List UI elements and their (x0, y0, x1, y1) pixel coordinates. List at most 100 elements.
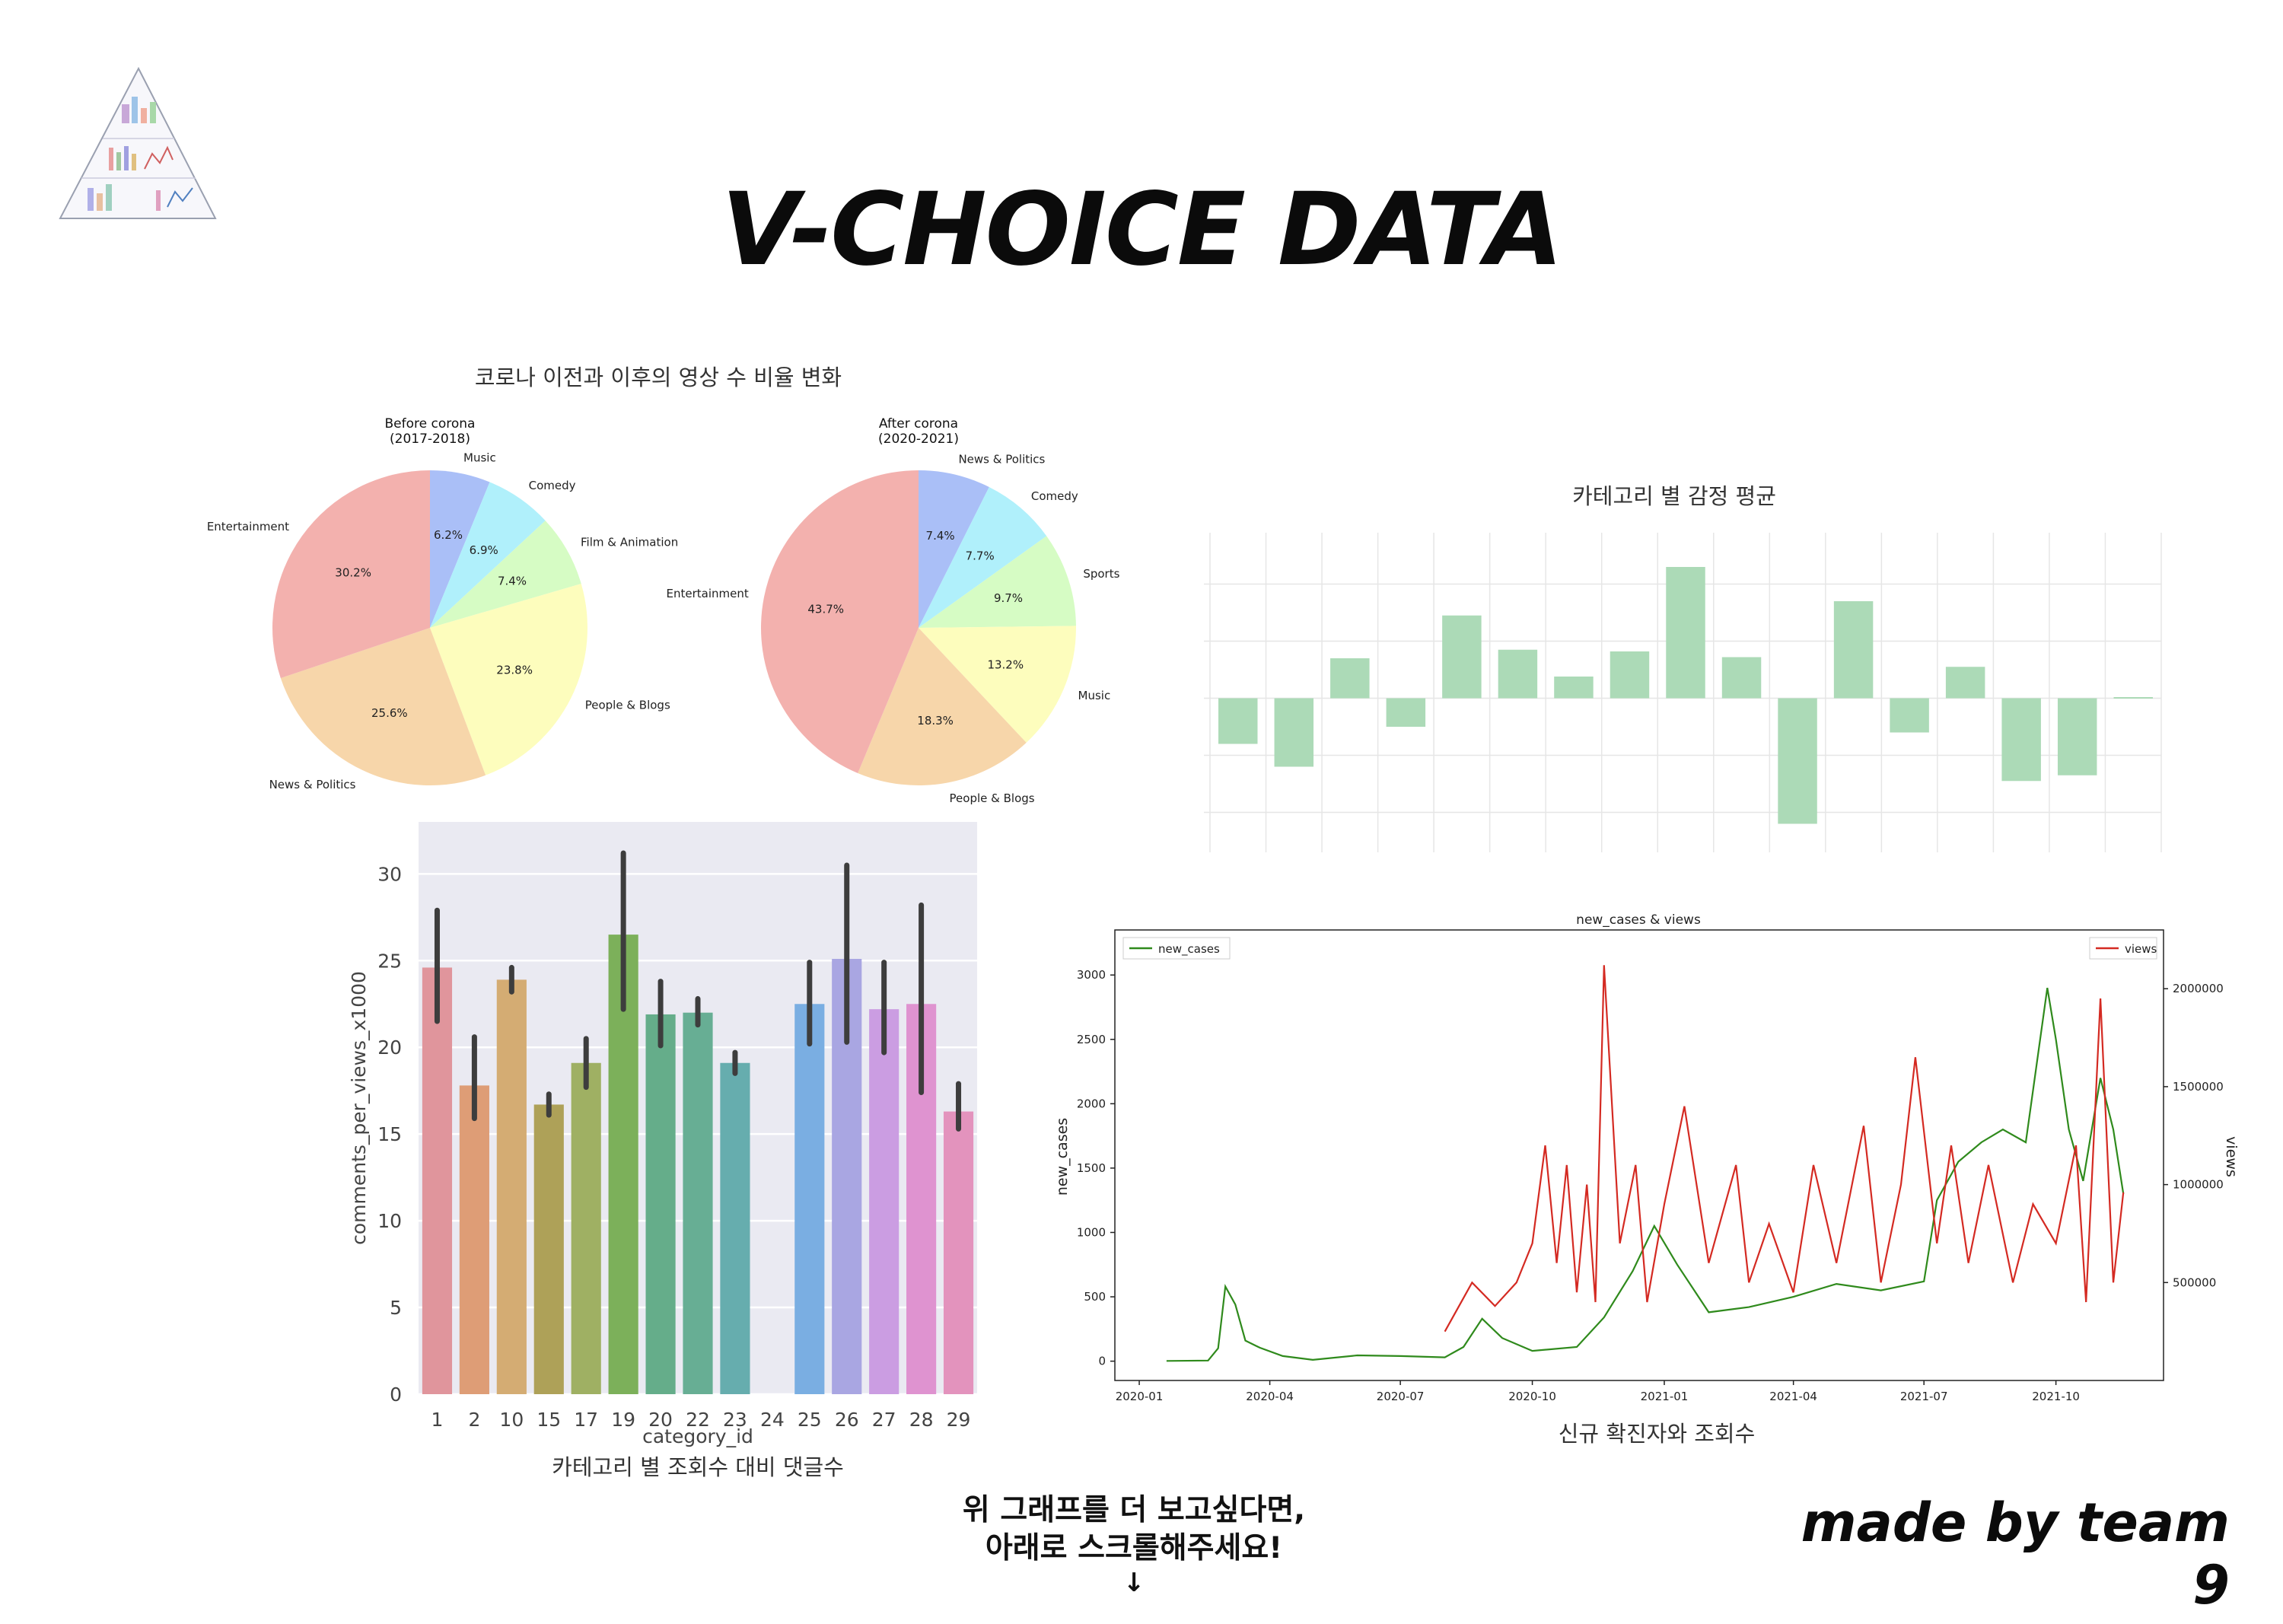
x-tick-label: 2021-07 (1900, 1390, 1948, 1403)
sentiment-bar (1330, 658, 1370, 699)
pie-pct-label: 9.7% (994, 591, 1023, 605)
scroll-hint-line1: 위 그래프를 더 보고싶다면, (962, 1493, 1306, 1527)
x-tick-label: 29 (947, 1409, 971, 1431)
pie-title-line1: After corona (879, 416, 958, 431)
cases-views-title: new_cases & views (1576, 912, 1701, 928)
pie-category-label: News & Politics (958, 452, 1045, 466)
plot-frame (1114, 929, 2164, 1381)
pie-pct-label: 7.4% (498, 575, 527, 588)
x-tick-label: 26 (835, 1409, 859, 1431)
pie-slice-people-blogs (858, 628, 1027, 785)
y-axis-label: comments_per_views_x1000 (348, 971, 370, 1245)
bar-category-27 (869, 1009, 900, 1394)
sentiment-bar (1386, 698, 1426, 727)
sentiment-bar-chart: 카테고리 별 감정 평균 (1204, 483, 2162, 852)
x-tick-label: 2021-10 (2032, 1390, 2080, 1403)
y-tick-label: 0 (390, 1384, 402, 1406)
svg-text:new_cases: new_cases (1158, 942, 1220, 957)
pie-slice-comedy (430, 482, 546, 628)
pie-pct-label: 7.7% (966, 549, 995, 563)
right-tick-label: 1000000 (2173, 1178, 2224, 1192)
pie-title-line2: (2017-2018) (390, 431, 470, 447)
sentiment-bar (1610, 651, 1650, 699)
sentiment-bar (2113, 697, 2153, 699)
sentiment-chart-title: 카테고리 별 감정 평균 (1572, 483, 1776, 509)
left-axis-label: new_cases (1054, 1118, 1071, 1196)
x-tick-label: 19 (611, 1409, 635, 1431)
x-tick-label: 2021-01 (1641, 1390, 1689, 1403)
bar-category-17 (571, 1062, 601, 1394)
bar-category-1 (422, 967, 453, 1394)
pie-category-label: Music (1078, 689, 1111, 702)
x-tick-label: 2020-01 (1116, 1390, 1164, 1403)
right-tick-label: 500000 (2173, 1275, 2216, 1289)
pie-pct-label: 13.2% (987, 658, 1024, 672)
left-tick-label: 2500 (1077, 1033, 1106, 1046)
x-tick-label: 22 (686, 1409, 710, 1431)
pie-pct-label: 18.3% (917, 714, 954, 728)
y-tick-label: 10 (377, 1210, 402, 1232)
bar-category-15 (533, 1104, 564, 1394)
pie-pct-label: 6.9% (470, 543, 498, 557)
x-tick-label: 20 (648, 1409, 673, 1431)
y-tick-label: 15 (377, 1123, 402, 1145)
x-tick-label: 24 (760, 1409, 785, 1431)
pie-slice-entertainment (272, 470, 430, 679)
pie-title-line1: Before corona (385, 416, 476, 431)
pie-slice-news-politics (280, 628, 486, 785)
x-tick-label: 15 (537, 1409, 561, 1431)
pie-pct-label: 23.8% (496, 663, 533, 677)
right-axis-label: views (2223, 1136, 2237, 1177)
comments-chart-caption: 카테고리 별 조회수 대비 댓글수 (552, 1454, 844, 1480)
pie-category-label: News & Politics (269, 778, 356, 791)
logo-pyramid-icon (59, 66, 217, 219)
sentiment-bar (1666, 567, 1705, 699)
sentiment-bar (1721, 657, 1762, 699)
sentiment-bar (1833, 601, 1874, 699)
pie-category-label: Entertainment (666, 587, 748, 600)
pie-slice-news-politics (919, 470, 989, 628)
sentiment-bar (1274, 698, 1314, 767)
pie-slice-comedy (919, 486, 1047, 628)
y-tick-label: 25 (377, 950, 402, 972)
sentiment-bar (1498, 649, 1538, 699)
comments-bar-chart: 1 2 10 15 17 19 20 22 23 24 25 26 27 28 29 0 5 10 15 20 25 3… (348, 822, 977, 1480)
pie-category-label: Film & Animation (581, 536, 678, 549)
left-tick-label: 3000 (1077, 968, 1106, 982)
x-tick-label: 2021-04 (1769, 1390, 1817, 1403)
pie-slice-sports (919, 536, 1076, 628)
x-tick-label: 2020-07 (1377, 1390, 1425, 1403)
legend-views: views (2089, 937, 2157, 960)
pie-category-label: People & Blogs (585, 699, 670, 712)
cases-views-caption: 신규 확진자와 조회수 (1559, 1421, 1756, 1447)
left-tick-label: 500 (1084, 1290, 1106, 1304)
pie-slice-people-blogs (430, 583, 587, 775)
right-tick-label: 1500000 (2173, 1080, 2224, 1094)
x-tick-label: 2020-10 (1508, 1390, 1556, 1403)
legend-new-cases: new_cases (1122, 937, 1231, 960)
x-tick-label: 2020-04 (1246, 1390, 1294, 1403)
x-axis-label: category_id (642, 1425, 753, 1447)
right-tick-label: 2000000 (2173, 982, 2224, 995)
pie-slice-music (430, 470, 490, 628)
x-tick-label: 1 (431, 1409, 444, 1431)
pie-slice-film-animation (430, 521, 581, 628)
left-tick-label: 0 (1098, 1355, 1106, 1368)
pie-pct-label: 30.2% (335, 566, 371, 580)
pie-category-label: Comedy (1031, 489, 1078, 503)
pie-title-line2: (2020-2021) (878, 431, 959, 447)
left-tick-label: 2000 (1077, 1097, 1106, 1110)
pie-charts: 코로나 이전과 이후의 영상 수 비율 변화 Before corona(201… (207, 365, 1120, 805)
pie-slice-entertainment (760, 470, 919, 773)
series-line-new-cases (1166, 987, 2125, 1362)
x-tick-label: 27 (872, 1409, 896, 1431)
x-tick-label: 23 (723, 1409, 747, 1431)
bar-category-23 (720, 1062, 750, 1394)
bar-category-20 (645, 1014, 676, 1394)
bar-category-29 (943, 1111, 974, 1394)
pie-pct-label: 6.2% (434, 528, 463, 542)
sentiment-bar (2057, 698, 2097, 775)
pie-category-label: Music (463, 451, 496, 465)
x-tick-label: 10 (499, 1409, 524, 1431)
bar-category-25 (794, 1004, 825, 1394)
